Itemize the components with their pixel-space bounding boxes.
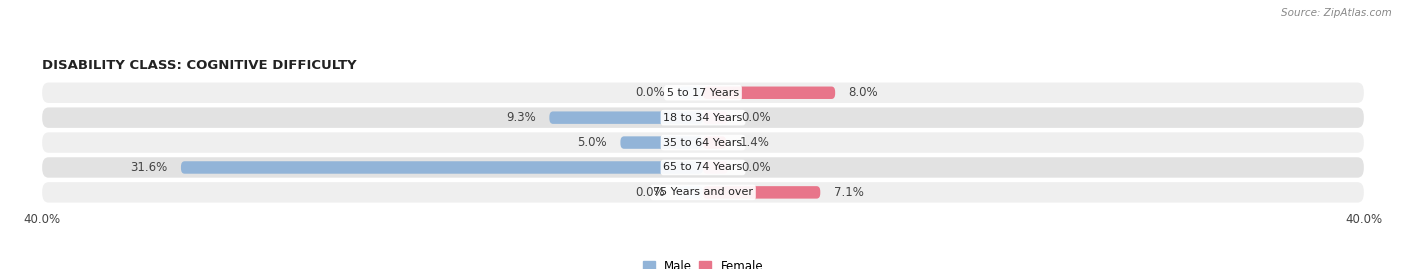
FancyBboxPatch shape bbox=[181, 161, 703, 174]
FancyBboxPatch shape bbox=[703, 87, 835, 99]
Text: 0.0%: 0.0% bbox=[741, 111, 770, 124]
FancyBboxPatch shape bbox=[678, 186, 703, 199]
Text: 5 to 17 Years: 5 to 17 Years bbox=[666, 88, 740, 98]
FancyBboxPatch shape bbox=[42, 157, 1364, 178]
Text: 7.1%: 7.1% bbox=[834, 186, 863, 199]
Text: 75 Years and over: 75 Years and over bbox=[652, 187, 754, 197]
Text: Source: ZipAtlas.com: Source: ZipAtlas.com bbox=[1281, 8, 1392, 18]
FancyBboxPatch shape bbox=[42, 83, 1364, 103]
Text: 0.0%: 0.0% bbox=[636, 186, 665, 199]
FancyBboxPatch shape bbox=[703, 161, 728, 174]
Text: 0.0%: 0.0% bbox=[636, 86, 665, 99]
FancyBboxPatch shape bbox=[703, 136, 725, 149]
Text: 31.6%: 31.6% bbox=[131, 161, 167, 174]
FancyBboxPatch shape bbox=[620, 136, 703, 149]
Text: 5.0%: 5.0% bbox=[578, 136, 607, 149]
Text: 65 to 74 Years: 65 to 74 Years bbox=[664, 162, 742, 172]
Text: 8.0%: 8.0% bbox=[848, 86, 877, 99]
FancyBboxPatch shape bbox=[42, 107, 1364, 128]
Text: 0.0%: 0.0% bbox=[741, 161, 770, 174]
Text: 35 to 64 Years: 35 to 64 Years bbox=[664, 137, 742, 148]
Text: DISABILITY CLASS: COGNITIVE DIFFICULTY: DISABILITY CLASS: COGNITIVE DIFFICULTY bbox=[42, 59, 357, 72]
Legend: Male, Female: Male, Female bbox=[638, 256, 768, 269]
FancyBboxPatch shape bbox=[703, 186, 820, 199]
FancyBboxPatch shape bbox=[678, 87, 703, 99]
FancyBboxPatch shape bbox=[42, 182, 1364, 203]
Text: 1.4%: 1.4% bbox=[740, 136, 769, 149]
Text: 18 to 34 Years: 18 to 34 Years bbox=[664, 113, 742, 123]
FancyBboxPatch shape bbox=[42, 132, 1364, 153]
Text: 9.3%: 9.3% bbox=[506, 111, 536, 124]
FancyBboxPatch shape bbox=[550, 111, 703, 124]
FancyBboxPatch shape bbox=[703, 111, 728, 124]
